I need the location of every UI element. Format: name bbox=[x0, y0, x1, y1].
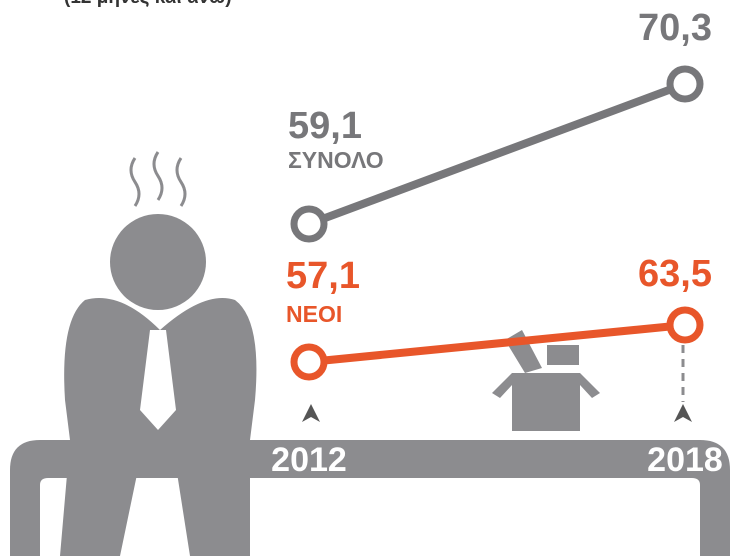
series-line bbox=[308, 321, 686, 366]
x-tick-label: 2012 bbox=[271, 441, 347, 479]
point bbox=[666, 306, 704, 344]
point bbox=[290, 343, 328, 381]
value-label: 70,3 bbox=[638, 7, 712, 49]
x-tick-label: 2018 bbox=[647, 441, 723, 479]
series-label: ΝΕΟΙ bbox=[286, 301, 342, 327]
point bbox=[666, 65, 704, 103]
subtitle: (12 μήνες και άνω) bbox=[64, 0, 232, 8]
series-label: ΣΥΝΟΛΟ bbox=[288, 147, 384, 173]
person-icon bbox=[60, 151, 257, 556]
value-label: 59,1 bbox=[288, 105, 362, 147]
series-line bbox=[307, 80, 687, 228]
value-label: 63,5 bbox=[638, 253, 712, 295]
point bbox=[290, 205, 328, 243]
value-label: 57,1 bbox=[286, 255, 360, 297]
year-markers bbox=[302, 404, 692, 422]
